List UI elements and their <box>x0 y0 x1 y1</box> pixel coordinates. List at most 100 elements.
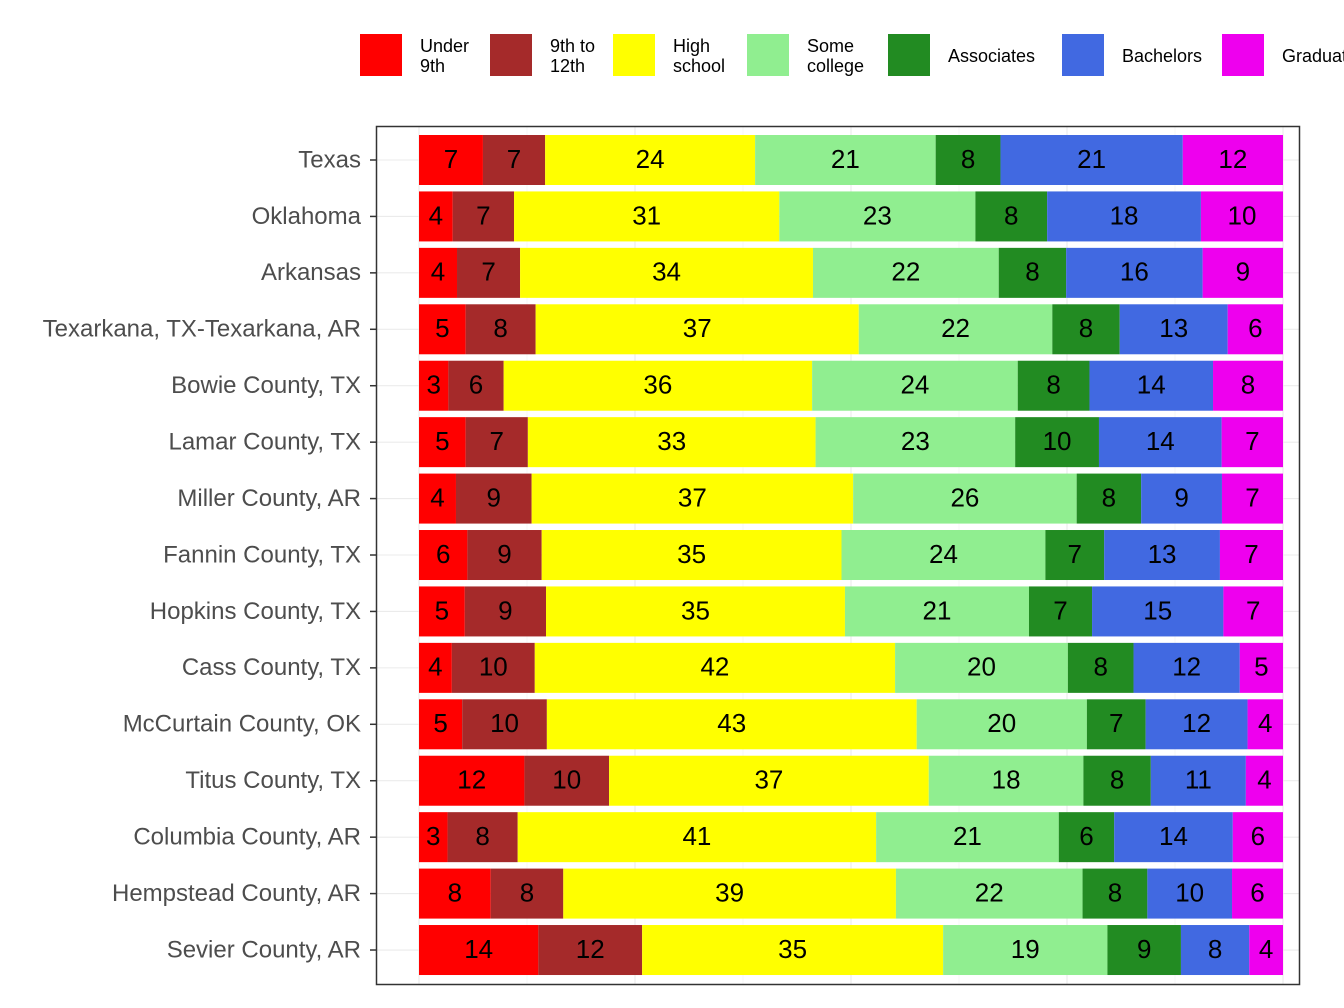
bar-value-label: 10 <box>1175 877 1204 907</box>
bar-segment-high-school <box>527 417 816 468</box>
bar-value-label: 21 <box>923 595 952 625</box>
bar-value-label: 13 <box>1159 313 1188 343</box>
bar-segment-high-school <box>535 304 859 355</box>
bar-segment-some-college <box>858 304 1053 355</box>
bar-value-label: 9 <box>1137 934 1151 964</box>
bar-value-label: 43 <box>717 708 746 738</box>
bar-value-label: 8 <box>475 821 489 851</box>
bar-value-label: 7 <box>476 200 490 230</box>
bar-value-label: 7 <box>1244 539 1258 569</box>
bar-segment-under-9th <box>419 135 483 185</box>
y-axis-tick-label: Hempstead County, AR <box>112 880 361 907</box>
bar-value-label: 22 <box>975 877 1004 907</box>
bar-value-label: 8 <box>448 877 462 907</box>
bar-segment-associates <box>1067 642 1134 693</box>
y-axis-tick-label: Titus County, TX <box>185 767 361 794</box>
bar-value-label: 5 <box>435 313 449 343</box>
bar-value-label: 19 <box>1011 934 1040 964</box>
y-axis-tick-label: Cass County, TX <box>182 654 361 681</box>
bar-value-label: 4 <box>429 200 443 230</box>
bar-segment-9th-to-12th <box>538 925 643 976</box>
bar-value-label: 33 <box>657 426 686 456</box>
bar-segment-under-9th <box>419 191 453 242</box>
y-axis-tick-label: Texarkana, TX-Texarkana, AR <box>43 316 361 343</box>
bar-value-label: 37 <box>678 482 707 512</box>
y-axis-tick-label: Fannin County, TX <box>163 541 361 568</box>
bar-value-label: 4 <box>1259 934 1273 964</box>
bar-segment-graduate <box>1202 247 1283 298</box>
bar-segment-bachelors <box>1092 586 1224 637</box>
bar-segment-under-9th <box>419 642 452 693</box>
bar-value-label: 23 <box>901 426 930 456</box>
bar-segment-graduate <box>1245 755 1283 806</box>
bar-segment-associates <box>998 247 1067 298</box>
bar-value-label: 8 <box>1241 370 1255 400</box>
bar-segment-9th-to-12th <box>465 304 536 355</box>
legend-item-associates: Associates <box>888 34 1035 76</box>
bar-segment-associates <box>1028 586 1093 637</box>
bar-value-label: 8 <box>1093 652 1107 682</box>
bar-value-label: 9 <box>1236 257 1250 287</box>
bar-segment-9th-to-12th <box>457 247 521 298</box>
legend-item-graduate: Graduate <box>1222 34 1344 76</box>
bar-segment-some-college <box>812 360 1018 411</box>
y-axis-tick-label: Bowie County, TX <box>171 372 361 399</box>
bar-segment-graduate <box>1249 925 1283 976</box>
bar-value-label: 26 <box>950 482 979 512</box>
bar-value-label: 12 <box>1172 652 1201 682</box>
legend-swatch <box>888 34 930 76</box>
bar-segment-high-school <box>546 586 845 637</box>
bar-value-label: 24 <box>636 144 665 174</box>
bar-segment-under-9th <box>419 473 456 524</box>
bar-segment-graduate <box>1213 360 1283 411</box>
legend-label: Associates <box>948 46 1035 66</box>
bar-segment-graduate <box>1221 417 1283 468</box>
bar-value-label: 11 <box>1185 765 1212 795</box>
bar-segment-bachelors <box>1089 360 1214 411</box>
bar-segment-graduate <box>1200 191 1283 242</box>
bar-value-label: 8 <box>1108 877 1122 907</box>
legend-item-bachelors: Bachelors <box>1062 34 1202 76</box>
bar-value-label: 6 <box>1248 313 1262 343</box>
bar-value-label: 7 <box>481 257 495 287</box>
bar-segment-under-9th <box>419 755 525 806</box>
bar-value-label: 8 <box>520 877 534 907</box>
bar-segment-associates <box>1017 360 1090 411</box>
bar-segment-high-school <box>563 868 896 919</box>
panel-border <box>375 125 1301 986</box>
bar-value-label: 9 <box>497 539 511 569</box>
bar-segment-some-college <box>755 135 936 185</box>
bar-segment-graduate <box>1219 530 1283 581</box>
bar-value-label: 10 <box>479 652 508 682</box>
bar-value-label: 7 <box>1245 482 1259 512</box>
bar-value-label: 7 <box>1068 539 1082 569</box>
bar-segment-some-college <box>812 247 999 298</box>
bar-value-label: 10 <box>1227 200 1256 230</box>
legend-swatch <box>1062 34 1104 76</box>
bar-segment-9th-to-12th <box>448 360 504 411</box>
bar-segment-graduate <box>1221 473 1283 524</box>
bar-segment-high-school <box>520 247 813 298</box>
bars <box>419 135 1283 976</box>
y-axis-tick-label: McCurtain County, OK <box>123 711 361 738</box>
legend-label: Graduate <box>1282 46 1344 66</box>
bar-value-label: 6 <box>469 370 483 400</box>
bar-segment-9th-to-12th <box>455 473 532 524</box>
legend-swatch <box>747 34 789 76</box>
bar-segment-graduate <box>1223 586 1283 637</box>
bar-segment-under-9th <box>419 925 539 976</box>
y-axis-tick-label: Texas <box>298 146 361 173</box>
bar-segment-some-college <box>895 642 1068 693</box>
bar-segment-associates <box>1045 530 1105 581</box>
bar-segment-9th-to-12th <box>467 530 542 581</box>
bar-segment-bachelors <box>1098 417 1222 468</box>
y-axis-tick-label: Sevier County, AR <box>167 936 361 963</box>
bar-segment-graduate <box>1232 868 1283 919</box>
bar-value-label: 35 <box>778 934 807 964</box>
bar-value-label: 35 <box>681 595 710 625</box>
bar-segment-some-college <box>876 812 1059 863</box>
bar-value-label: 22 <box>891 257 920 287</box>
bar-value-label: 7 <box>1246 595 1260 625</box>
bar-value-label: 37 <box>683 313 712 343</box>
bar-value-label: 8 <box>1025 257 1039 287</box>
